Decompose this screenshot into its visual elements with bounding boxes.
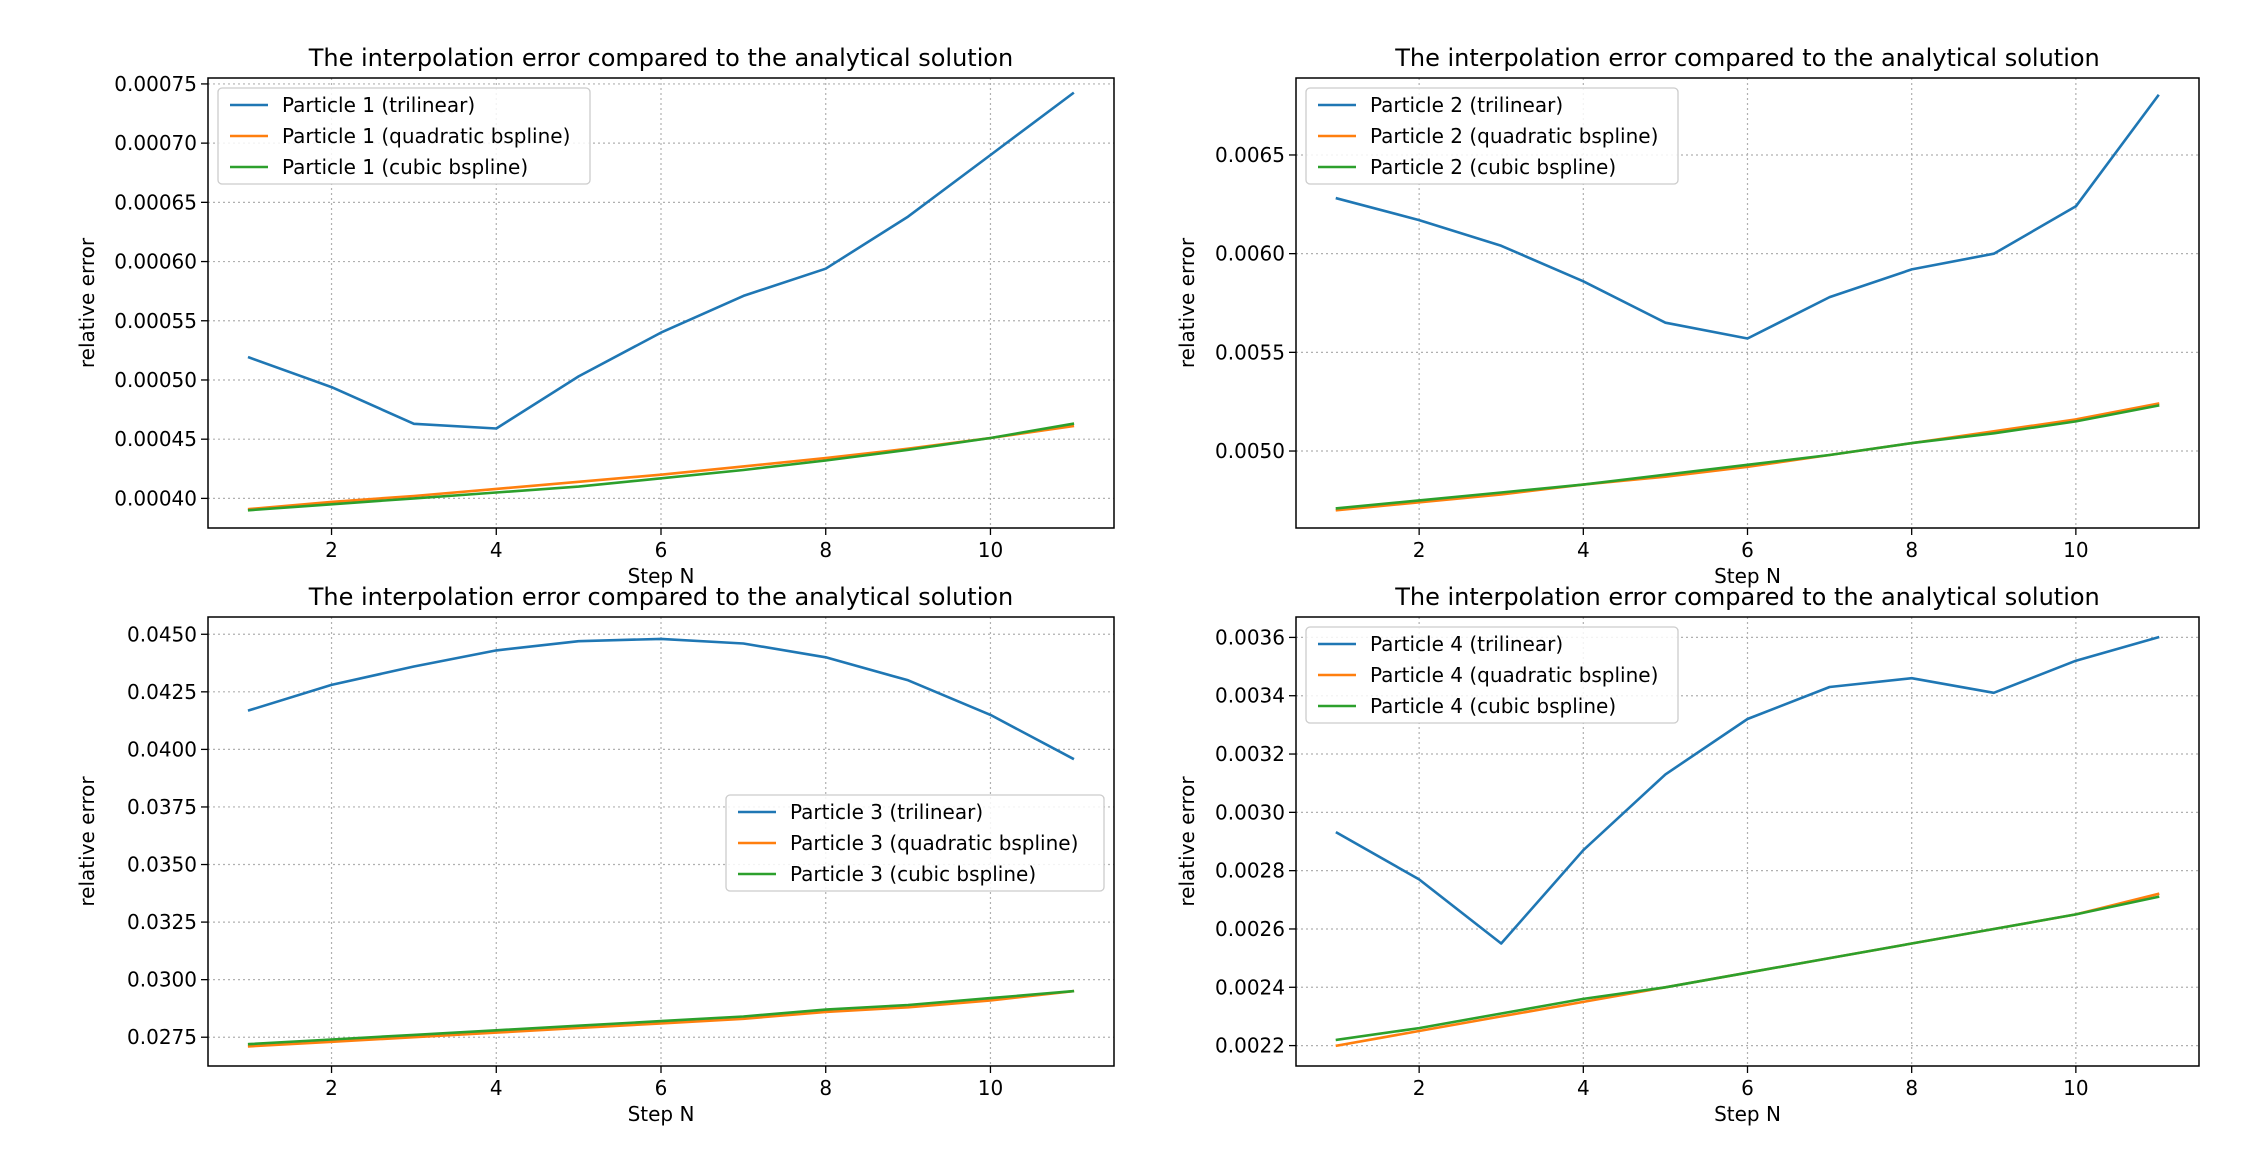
legend-entry: Particle 2 (cubic bspline) [1370,155,1616,179]
y-tick-label: 0.0030 [1215,800,1285,824]
x-tick-label: 10 [2063,538,2088,562]
series-line-1 [247,637,1075,761]
x-tick-label: 2 [325,538,338,562]
x-tick-label: 2 [325,1076,338,1100]
y-tick-label: 0.0050 [1215,439,1285,463]
legend: Particle 4 (trilinear) Particle 4 (quadra… [1305,626,1679,724]
x-tick-label: 4 [1577,1076,1590,1100]
legend-entry: Particle 2 (quadratic bspline) [1370,124,1658,148]
x-tick-label: 8 [1905,538,1918,562]
y-tick-label: 0.00050 [114,368,197,392]
series-line-2 [247,989,1075,1048]
legend-entry: Particle 3 (quadratic bspline) [790,831,1078,855]
y-axis-label: relative error [75,237,99,368]
legend-entry: Particle 3 (trilinear) [790,800,983,824]
x-tick-label: 6 [1741,1076,1754,1100]
y-tick-label: 0.0060 [1215,242,1285,266]
x-tick-label: 10 [978,1076,1003,1100]
legend-entry: Particle 1 (trilinear) [282,93,475,117]
chart-panel-1: 2 4 6 8 10 0.00040 0.00045 0.00050 0.00055 0.0006… [75,44,1115,588]
y-tick-label: 0.00070 [114,131,197,155]
legend-entry: Particle 3 (cubic bspline) [790,862,1036,886]
y-tick-label: 0.00040 [114,486,197,510]
y-axis-label: relative error [75,776,99,907]
x-axis-label: Step N [1714,564,1781,588]
legend-entry: Particle 4 (quadratic bspline) [1370,663,1658,687]
x-axis-label: Step N [628,1102,695,1126]
y-tick-label: 0.0350 [127,853,197,877]
series-line-1 [247,91,1075,430]
series-line-3 [247,989,1075,1046]
legend-box [1305,626,1679,724]
x-tick-label: 2 [1413,538,1426,562]
x-axis-label: Step N [628,564,695,588]
chart-title: The interpolation error compared to the … [1394,44,2100,72]
x-tick-label: 4 [1577,538,1590,562]
y-tick-label: 0.0065 [1215,143,1285,167]
y-tick-label: 0.0055 [1215,340,1285,364]
y-tick-label: 0.0032 [1215,742,1285,766]
legend: Particle 2 (trilinear) Particle 2 (quadra… [1305,87,1679,185]
x-tick-label: 6 [1741,538,1754,562]
y-tick-label: 0.0034 [1215,684,1285,708]
y-tick-label: 0.0028 [1215,859,1285,883]
legend-box [1305,87,1679,185]
x-tick-label: 8 [1905,1076,1918,1100]
x-axis-label: Step N [1714,1102,1781,1126]
series-line-2 [1335,402,2160,512]
legend-entry: Particle 2 (trilinear) [1370,93,1563,117]
y-tick-label: 0.0400 [127,737,197,761]
legend-box [217,87,591,185]
y-tick-label: 0.00055 [114,309,197,333]
y-axis-label: relative error [1175,776,1199,907]
chart-panel-2: 2 4 6 8 10 0.0050 0.0055 0.0060 0.0065 The interp… [1175,44,2200,588]
x-tick-label: 4 [490,1076,503,1100]
y-tick-label: 0.0275 [127,1025,197,1049]
y-tick-label: 0.0300 [127,968,197,992]
x-tick-label: 4 [490,538,503,562]
chart-panel-4: 2 4 6 8 10 0.0022 0.0024 0.0026 0.0028 0.0030 0.00… [1175,583,2200,1126]
y-axis-label: relative error [1175,237,1199,368]
y-tick-label: 0.0026 [1215,917,1285,941]
y-tick-label: 0.0375 [127,795,197,819]
x-tick-label: 6 [655,1076,668,1100]
legend-entry: Particle 4 (trilinear) [1370,632,1563,656]
x-tick-label: 10 [2063,1076,2088,1100]
series-line-1 [1335,93,2160,340]
y-tick-label: 0.0450 [127,622,197,646]
legend-entry: Particle 4 (cubic bspline) [1370,694,1616,718]
series-line-1 [1335,635,2160,945]
y-tick-label: 0.0325 [127,910,197,934]
series-line-3 [247,422,1075,512]
series-line-3 [1335,404,2160,510]
chart-title: The interpolation error compared to the … [308,583,1014,611]
x-tick-label: 6 [655,538,668,562]
legend: Particle 3 (trilinear) Particle 3 (quadra… [725,794,1105,892]
y-tick-label: 0.00065 [114,190,197,214]
y-tick-label: 0.00075 [114,72,197,96]
x-tick-label: 2 [1413,1076,1426,1100]
y-tick-label: 0.00045 [114,427,197,451]
series-line-3 [1335,895,2160,1042]
legend-entry: Particle 1 (quadratic bspline) [282,124,570,148]
legend-entry: Particle 1 (cubic bspline) [282,155,528,179]
y-tick-label: 0.0425 [127,680,197,704]
y-tick-label: 0.0036 [1215,625,1285,649]
y-tick-label: 0.0024 [1215,975,1285,999]
legend: Particle 1 (trilinear) Particle 1 (quadra… [217,87,591,185]
legend-box [725,794,1105,892]
chart-title: The interpolation error compared to the … [1394,583,2100,611]
y-tick-label: 0.0022 [1215,1034,1285,1058]
x-tick-label: 10 [978,538,1003,562]
chart-panel-3: 2 4 6 8 10 0.0275 0.0300 0.0325 0.0350 0.0375 0.04… [75,583,1115,1126]
x-tick-label: 8 [819,538,832,562]
x-tick-label: 8 [819,1076,832,1100]
chart-title: The interpolation error compared to the … [308,44,1014,72]
y-tick-label: 0.00060 [114,250,197,274]
